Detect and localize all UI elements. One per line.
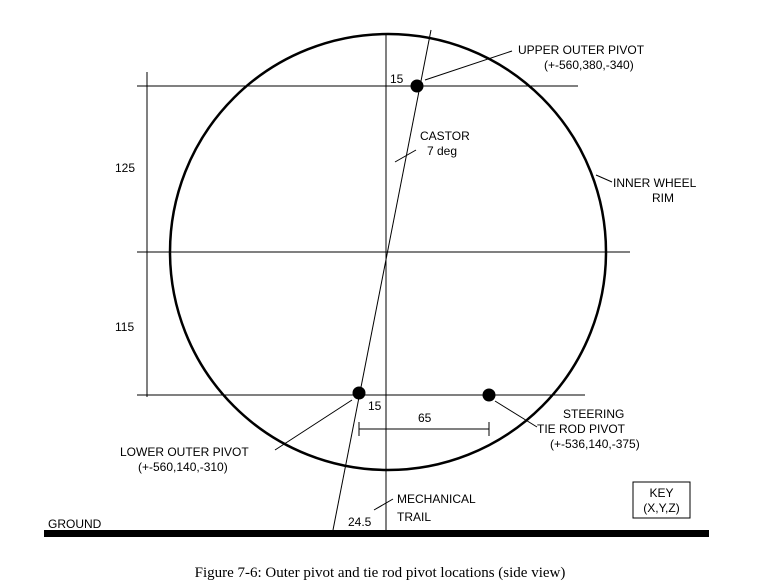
key-box xyxy=(632,481,691,519)
figure-caption: Figure 7-6: Outer pivot and tie rod pivo… xyxy=(195,565,566,581)
steering-label: STEERING xyxy=(563,407,624,421)
upper-offset-dimension: 15 xyxy=(390,72,404,86)
inner-wheel-label: INNER WHEEL xyxy=(613,176,697,190)
lower-outer-pivot-point xyxy=(352,386,366,400)
upper-outer-pivot-coords: (+-560,380,-340) xyxy=(544,58,634,72)
ground-line xyxy=(44,530,709,537)
upper-height-dimension: 125 xyxy=(115,161,135,175)
tie-rod-pivot-point xyxy=(482,388,496,402)
trail-label: TRAIL xyxy=(397,510,431,524)
tie-rod-pivot-coords: (+-536,140,-375) xyxy=(550,437,640,451)
trail-dimension: 24.5 xyxy=(348,515,372,529)
key-format-label: (X,Y,Z) xyxy=(643,501,679,515)
ground-label: GROUND xyxy=(48,517,102,531)
lower-outer-pivot-coords: (+-560,140,-310) xyxy=(138,460,228,474)
steering-axis-line xyxy=(332,29,432,531)
upper-outer-pivot-label: UPPER OUTER PIVOT xyxy=(518,43,645,57)
lower-height-dimension: 115 xyxy=(115,320,134,334)
castor-leader xyxy=(394,149,417,163)
trail-leader xyxy=(373,498,394,511)
upper-pivot-leader xyxy=(424,50,513,81)
lower-offset-dimension: 15 xyxy=(368,399,382,413)
tie-rod-spacing-dimension: 65 xyxy=(418,411,432,425)
tie-rod-pivot-label: TIE ROD PIVOT xyxy=(537,422,626,436)
tie-rod-leader xyxy=(494,400,538,428)
castor-angle-label: 7 deg xyxy=(427,144,457,158)
key-label: KEY xyxy=(649,486,673,500)
lower-pivot-leader xyxy=(274,399,353,451)
rim-label: RIM xyxy=(652,191,674,205)
mechanical-label: MECHANICAL xyxy=(397,492,476,506)
wheel-rim-leader xyxy=(595,174,613,183)
upper-outer-pivot-point xyxy=(410,79,424,93)
lower-outer-pivot-label: LOWER OUTER PIVOT xyxy=(120,445,249,459)
castor-label: CASTOR xyxy=(420,129,470,143)
